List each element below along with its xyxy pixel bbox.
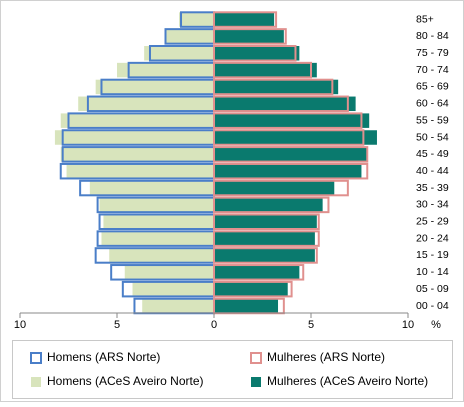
y-tick-label: 80 - 84 bbox=[416, 30, 449, 42]
bar bbox=[213, 230, 320, 247]
bar bbox=[117, 62, 214, 78]
bar bbox=[78, 96, 214, 112]
bar bbox=[214, 130, 377, 145]
y-tick-label: 25 - 29 bbox=[416, 216, 449, 228]
bar bbox=[214, 281, 288, 297]
y-tick-label: 60 - 64 bbox=[416, 98, 449, 110]
legend-swatch bbox=[31, 377, 41, 387]
y-tick-label: 05 - 09 bbox=[416, 283, 449, 295]
x-tick-label: 5 bbox=[114, 319, 120, 331]
bar bbox=[213, 280, 293, 298]
y-tick-label: 75 - 79 bbox=[416, 47, 449, 59]
x-axis-label: % bbox=[431, 319, 441, 331]
y-tick-label: 70 - 74 bbox=[416, 64, 449, 76]
bar bbox=[213, 196, 330, 214]
bar bbox=[214, 265, 300, 280]
bar bbox=[214, 113, 370, 128]
bar bbox=[95, 79, 214, 95]
bar bbox=[214, 62, 317, 78]
bar bbox=[213, 61, 312, 79]
bar bbox=[66, 163, 214, 179]
bar bbox=[213, 45, 297, 62]
bar bbox=[214, 96, 356, 112]
bar bbox=[213, 129, 365, 146]
bar bbox=[124, 265, 214, 280]
x-tick-label: 10 bbox=[14, 319, 26, 331]
bar bbox=[101, 231, 214, 246]
bar bbox=[214, 214, 317, 229]
bar bbox=[132, 281, 214, 297]
bar bbox=[213, 247, 318, 264]
bar bbox=[214, 29, 284, 44]
bar bbox=[213, 78, 334, 96]
legend-label: Mulheres (ARS Norte) bbox=[267, 350, 385, 364]
bar bbox=[213, 162, 369, 180]
legend-frame bbox=[12, 340, 453, 399]
y-tick-label: 85+ bbox=[416, 13, 434, 25]
legend-label: Mulheres (ACeS Aveiro Norte) bbox=[267, 374, 428, 388]
bar bbox=[214, 231, 315, 246]
y-tick-label: 30 - 34 bbox=[416, 199, 449, 211]
bar bbox=[214, 163, 362, 179]
bar bbox=[213, 213, 320, 230]
bar bbox=[165, 29, 214, 44]
bar bbox=[214, 12, 275, 27]
x-tick-label: 10 bbox=[402, 319, 414, 331]
bar bbox=[213, 264, 305, 281]
legend-swatch bbox=[30, 352, 42, 364]
bar bbox=[214, 147, 368, 162]
y-tick-label: 10 - 14 bbox=[416, 266, 449, 278]
bar bbox=[99, 197, 214, 213]
bar bbox=[144, 46, 214, 61]
y-tick-label: 45 - 49 bbox=[416, 148, 449, 160]
y-tick-label: 55 - 59 bbox=[416, 114, 449, 126]
bar bbox=[179, 12, 214, 27]
bar bbox=[60, 113, 214, 128]
bar bbox=[89, 180, 214, 196]
x-tick-label: 0 bbox=[211, 319, 217, 331]
bar bbox=[214, 180, 335, 196]
bar bbox=[213, 179, 349, 197]
y-tick-label: 40 - 44 bbox=[416, 165, 449, 177]
bar bbox=[214, 79, 339, 95]
bar bbox=[214, 197, 323, 213]
legend-label: Homens (ACeS Aveiro Norte) bbox=[47, 374, 204, 388]
legend-swatch bbox=[250, 352, 262, 364]
y-tick-label: 65 - 69 bbox=[416, 81, 449, 93]
bar bbox=[213, 112, 363, 129]
y-tick-label: 15 - 19 bbox=[416, 249, 449, 261]
bar bbox=[54, 130, 214, 145]
bar bbox=[213, 146, 369, 163]
y-tick-label: 00 - 04 bbox=[416, 300, 449, 312]
y-tick-label: 50 - 54 bbox=[416, 131, 449, 143]
bar bbox=[213, 95, 349, 113]
x-tick-label: 5 bbox=[308, 319, 314, 331]
y-tick-label: 35 - 39 bbox=[416, 182, 449, 194]
bar bbox=[214, 248, 315, 263]
bar bbox=[214, 298, 279, 314]
bar bbox=[214, 46, 300, 61]
legend-label: Homens (ARS Norte) bbox=[47, 350, 160, 364]
bar bbox=[60, 147, 214, 162]
bar bbox=[109, 248, 214, 263]
y-tick-label: 20 - 24 bbox=[416, 232, 449, 244]
bar bbox=[103, 214, 214, 229]
bar bbox=[213, 11, 278, 28]
legend-swatch bbox=[251, 377, 261, 387]
bar bbox=[213, 28, 287, 45]
bar bbox=[142, 298, 214, 314]
